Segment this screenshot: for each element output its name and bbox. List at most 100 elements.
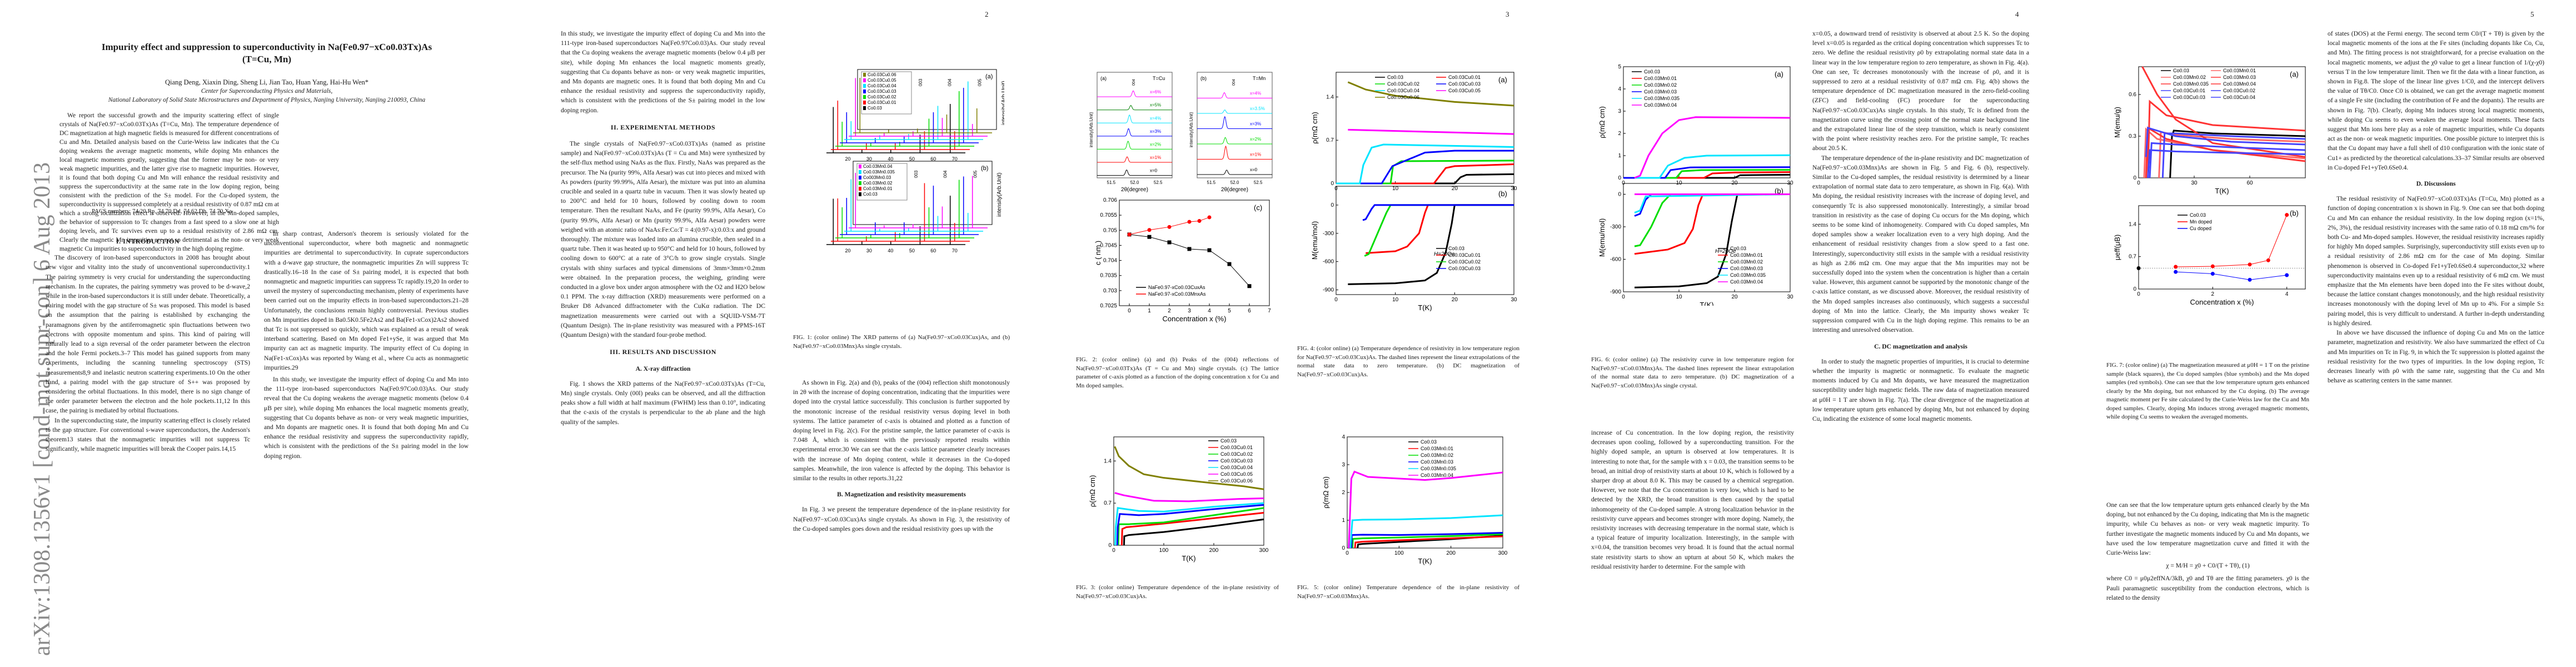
legend-swatch xyxy=(859,176,861,180)
legend-label: Co0.03Cu0.04 xyxy=(1220,465,1253,470)
series-label: x=5% xyxy=(1150,103,1161,108)
legend-label: Co0.03Mn0.01 xyxy=(863,186,893,191)
series-line xyxy=(2147,99,2306,178)
legend-label: Co0.03Cu0.01 xyxy=(1220,445,1253,450)
y-tick-label: -600 xyxy=(1323,259,1334,265)
series-line xyxy=(1123,518,1264,546)
panel-label: (a) xyxy=(1775,70,1783,78)
x-tick-label: 10 xyxy=(1676,294,1682,300)
series-line xyxy=(2161,132,2306,178)
series-label: x=1% xyxy=(1250,152,1261,157)
legend-swatch xyxy=(863,95,866,99)
data-point xyxy=(2285,213,2289,217)
y-axis-label: intensity(Arb.Unit) xyxy=(1089,112,1094,147)
legend-label: Co0.03 xyxy=(863,192,878,197)
figure-2c-lattice-parameter: 0 1 2 3 4 5 6 7 0.7025 0.703 0.7035 0.704 0.7045 0.70… xyxy=(1094,197,1271,323)
title-line-2: (T=Cu, Mn) xyxy=(242,54,292,64)
plot-frame xyxy=(1197,72,1273,178)
y-axis-label: ρ(mΩ cm) xyxy=(1311,112,1319,144)
chart-fig1b: 001002003004005203040506070(b)intensity(… xyxy=(826,161,1003,256)
discussion-paragraph-2: In above we have discussed the influence… xyxy=(2328,329,2544,385)
curie-weiss-paragraph: One can see that the low temperature upt… xyxy=(2106,501,2309,557)
intro-paragraph-2: In the superconducting state, the impuri… xyxy=(46,416,250,453)
series-line xyxy=(1116,504,1264,546)
data-point xyxy=(2174,265,2178,269)
y-tick-label: 0.7 xyxy=(1326,137,1334,143)
data-point xyxy=(1147,228,1152,232)
x-tick-label: 20 xyxy=(845,248,850,253)
peak-curve xyxy=(1197,92,1272,98)
x-tick-label: 300 xyxy=(1259,547,1269,554)
y-tick-label: 0 xyxy=(2133,286,2136,292)
legend-swatch xyxy=(863,78,866,82)
y-tick-label: 1.4 xyxy=(2129,221,2136,227)
legend-label: Co0.03Cu0.04 xyxy=(2223,94,2255,100)
legend-label: Co0.03Mn0.01 xyxy=(1644,76,1677,81)
x-tick-label: 40 xyxy=(888,156,893,162)
plot-frame xyxy=(1119,200,1270,306)
panel-label: (b) xyxy=(2290,209,2299,217)
figure-2ab-004-peaks: x=6% x=5% x=4% x=3% x=2% x=1% x=0 51.5 52.0 52.5 2… xyxy=(1089,72,1273,193)
page5-right-column: of states (DOS) at the Fermi energy. The… xyxy=(2328,29,2544,385)
series-line xyxy=(1117,507,1264,546)
x-tick-label: 52.5 xyxy=(1154,180,1163,185)
chart-fig6b: 0 10 20 30 -900 -600 -300 0 T(K) M(emu/mol) (b) H=2… xyxy=(1598,183,1793,306)
series-line xyxy=(1336,163,1514,185)
panel-label: (b) xyxy=(981,165,988,172)
x-tick-label: 30 xyxy=(2191,180,2198,186)
x-tick-label: 0 xyxy=(2137,180,2140,186)
y-tick-label: 0 xyxy=(1331,181,1334,187)
data-point xyxy=(2136,266,2141,270)
experimental-paragraph: The single crystals of Na(Fe0.97−xCo0.03… xyxy=(561,140,765,339)
y-tick-label: 0 xyxy=(2133,175,2136,181)
series-line xyxy=(1634,193,1791,214)
x-axis-label: Concentration x (%) xyxy=(1163,315,1227,323)
series-line xyxy=(1634,116,1791,179)
panel-label: (b) xyxy=(1498,190,1507,198)
series-line xyxy=(1114,492,1264,502)
x-tick-label: 10 xyxy=(1392,297,1399,303)
data-point xyxy=(1187,247,1192,251)
y-tick-label: 0.704 xyxy=(1103,258,1117,264)
figure-1-xrd: 001002003004005203040506070(a)intensity(… xyxy=(826,69,1004,256)
legend-label: Co0.03Mn0.04 xyxy=(863,164,893,169)
legend-label: Co0.03Cu0.03 xyxy=(2173,94,2205,100)
x-tick-label: 52.0 xyxy=(1230,180,1239,185)
chart-fig7b: 0 2 4 0 0.7 1.4 Concentration x (%) μeff(μB) (b)… xyxy=(2113,205,2306,306)
mn-resistivity-paragraph: The temperature dependence of the in-pla… xyxy=(1812,154,2029,334)
legend-label: Co0.03Mn0.03 xyxy=(2223,74,2256,80)
series-label: x=6% xyxy=(1150,89,1161,94)
peak-curve xyxy=(1097,104,1172,111)
x-tick-label: 52.5 xyxy=(1254,180,1263,185)
intro-paragraph-3: In sharp contrast, Anderson's theorem is… xyxy=(264,230,469,371)
series-label: x=3% xyxy=(1150,129,1161,134)
x-tick-label: 60 xyxy=(2246,180,2253,186)
peak-label: 004 xyxy=(1232,79,1236,86)
x-axis-label: 2θ(degree) xyxy=(1121,187,1148,193)
y-tick-label: 0.6 xyxy=(2129,92,2136,98)
x-tick-label: 51.5 xyxy=(1107,180,1116,185)
legend-swatch xyxy=(863,101,866,104)
x-tick-label: 4 xyxy=(1208,308,1211,314)
panel-label: (b) xyxy=(1200,76,1207,81)
x-tick-label: 0 xyxy=(1622,294,1625,300)
peak-curve xyxy=(1197,137,1272,145)
y-tick-label: -900 xyxy=(1610,289,1621,295)
data-point xyxy=(1247,284,1252,288)
data-point xyxy=(2210,264,2215,268)
peak-curve xyxy=(1097,169,1172,176)
subsection-heading-discussions: D. Discussions xyxy=(2416,180,2456,188)
section-heading-introduction: I. INTRODUCTION xyxy=(116,237,180,245)
legend-swatch xyxy=(859,170,861,174)
plot-frame xyxy=(2138,66,2306,178)
y-tick-label: 0.7 xyxy=(1104,500,1112,506)
series-line xyxy=(1129,234,1250,287)
x-tick-label: 60 xyxy=(930,248,936,253)
legend-label: Co0.03Mn0.035 xyxy=(863,170,895,175)
series-label: x=0 xyxy=(1250,167,1258,172)
y-tick-label: 0.705 xyxy=(1103,227,1117,233)
series-label: x=4% xyxy=(1250,91,1261,96)
